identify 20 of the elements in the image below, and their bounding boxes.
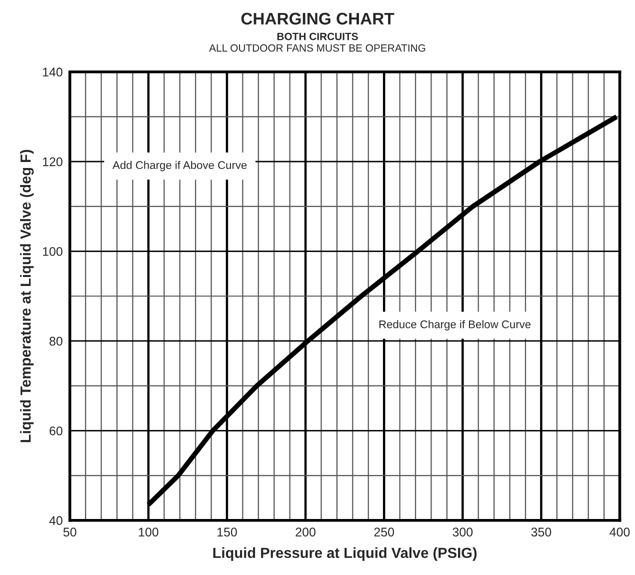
- x-tick-label: 200: [296, 528, 316, 536]
- chart-subtitle: BOTH CIRCUITS ALL OUTDOOR FANS MUST BE OPERATING: [209, 32, 426, 52]
- y-tick-label: 100: [43, 247, 62, 256]
- x-tick-label: 300: [452, 528, 473, 536]
- x-tick-label: 250: [374, 528, 394, 536]
- annotation: Add Charge if Above Curve: [112, 160, 247, 172]
- y-tick-label: 80: [50, 336, 62, 346]
- x-tick-label: 400: [610, 528, 630, 536]
- y-tick-label: 140: [43, 68, 62, 77]
- y-tick-label: 60: [50, 426, 62, 436]
- annotation: Reduce Charge if Below Curve: [379, 320, 531, 330]
- x-tick-label: 50: [63, 528, 76, 536]
- y-axis-title: Liquid Temperature at Liquid Valve (deg F): [20, 150, 34, 442]
- x-axis-title: Liquid Pressure at Liquid Valve (PSIG): [213, 547, 477, 561]
- y-tick-label: 40: [49, 516, 62, 526]
- x-tick-label: 150: [217, 528, 237, 536]
- x-tick-label: 350: [531, 528, 552, 536]
- y-tick-label: 120: [43, 157, 62, 166]
- chart-title: CHARGING CHART: [241, 12, 394, 25]
- x-tick-label: 100: [138, 528, 158, 536]
